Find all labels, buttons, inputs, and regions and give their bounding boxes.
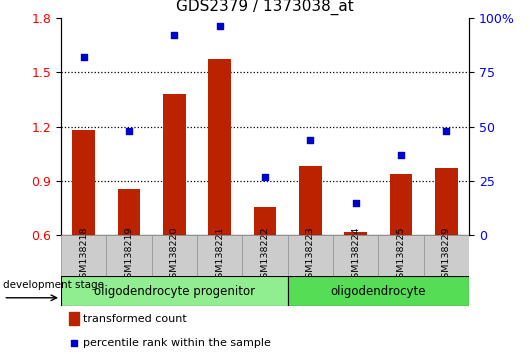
Bar [208, 59, 231, 235]
FancyBboxPatch shape [333, 235, 378, 276]
Point [80, 54, 88, 60]
Title: GDS2379 / 1373038_at: GDS2379 / 1373038_at [176, 0, 354, 15]
Point [261, 174, 269, 179]
Bar [299, 166, 322, 235]
Bar [390, 174, 412, 235]
Text: GSM138221: GSM138221 [215, 226, 224, 284]
Text: GSM138229: GSM138229 [442, 226, 451, 284]
Point [351, 200, 360, 206]
Bar [163, 94, 186, 235]
Point [70, 341, 78, 346]
Text: GSM138219: GSM138219 [125, 226, 134, 284]
FancyBboxPatch shape [107, 235, 152, 276]
FancyBboxPatch shape [378, 235, 423, 276]
FancyBboxPatch shape [242, 235, 288, 276]
FancyBboxPatch shape [152, 235, 197, 276]
Text: GSM138218: GSM138218 [79, 226, 88, 284]
FancyBboxPatch shape [423, 235, 469, 276]
Bar [435, 168, 458, 235]
FancyBboxPatch shape [61, 276, 288, 306]
Text: development stage: development stage [3, 280, 104, 290]
Text: GSM138225: GSM138225 [396, 226, 405, 284]
Text: GSM138220: GSM138220 [170, 226, 179, 284]
Point [442, 128, 450, 134]
Bar [72, 130, 95, 235]
Text: GSM138222: GSM138222 [261, 226, 269, 284]
Point [125, 128, 133, 134]
Text: oligodendrocyte: oligodendrocyte [331, 285, 426, 298]
Text: oligodendrocyte progenitor: oligodendrocyte progenitor [94, 285, 255, 298]
Point [170, 32, 179, 38]
Bar [118, 189, 140, 235]
FancyBboxPatch shape [197, 235, 242, 276]
Bar [254, 207, 276, 235]
FancyBboxPatch shape [61, 235, 107, 276]
Bar [344, 232, 367, 235]
Text: GSM138223: GSM138223 [306, 226, 315, 284]
Text: GSM138224: GSM138224 [351, 226, 360, 284]
Point [397, 152, 405, 158]
FancyBboxPatch shape [288, 235, 333, 276]
FancyBboxPatch shape [288, 276, 469, 306]
Bar [69, 312, 80, 325]
Text: transformed count: transformed count [83, 314, 187, 324]
Text: percentile rank within the sample: percentile rank within the sample [83, 338, 271, 348]
Point [215, 24, 224, 29]
Point [306, 137, 315, 142]
